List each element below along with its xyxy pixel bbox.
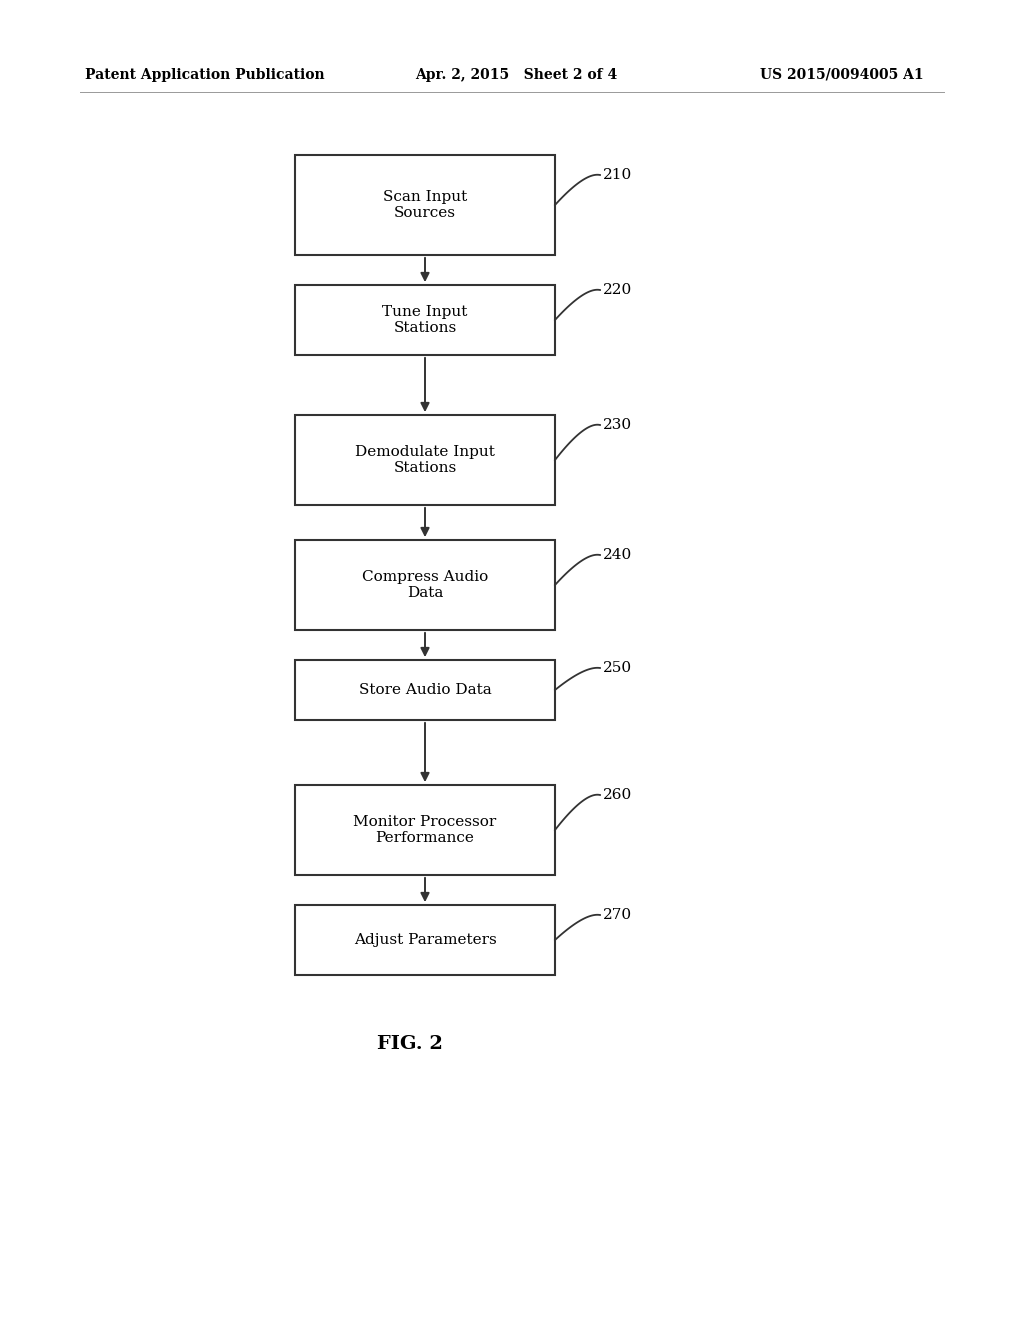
Text: 210: 210: [603, 168, 632, 182]
Text: 240: 240: [603, 548, 632, 562]
Text: Scan Input
Sources: Scan Input Sources: [383, 190, 467, 220]
Bar: [295, 154, 555, 255]
Text: Compress Audio
Data: Compress Audio Data: [361, 570, 488, 601]
Text: Tune Input
Stations: Tune Input Stations: [382, 305, 468, 335]
Bar: [295, 414, 555, 506]
Text: Monitor Processor
Performance: Monitor Processor Performance: [353, 814, 497, 845]
Text: US 2015/0094005 A1: US 2015/0094005 A1: [760, 69, 924, 82]
Text: Adjust Parameters: Adjust Parameters: [353, 933, 497, 946]
Text: Store Audio Data: Store Audio Data: [358, 682, 492, 697]
Text: 230: 230: [603, 418, 632, 432]
Text: 270: 270: [603, 908, 632, 921]
Text: Demodulate Input
Stations: Demodulate Input Stations: [355, 445, 495, 475]
Text: 260: 260: [603, 788, 632, 803]
Text: Apr. 2, 2015   Sheet 2 of 4: Apr. 2, 2015 Sheet 2 of 4: [415, 69, 617, 82]
Bar: [295, 540, 555, 630]
Bar: [295, 660, 555, 719]
Text: 250: 250: [603, 661, 632, 675]
Bar: [295, 785, 555, 875]
Text: FIG. 2: FIG. 2: [377, 1035, 443, 1053]
Bar: [295, 906, 555, 975]
Text: Patent Application Publication: Patent Application Publication: [85, 69, 325, 82]
Text: 220: 220: [603, 282, 632, 297]
Bar: [295, 285, 555, 355]
